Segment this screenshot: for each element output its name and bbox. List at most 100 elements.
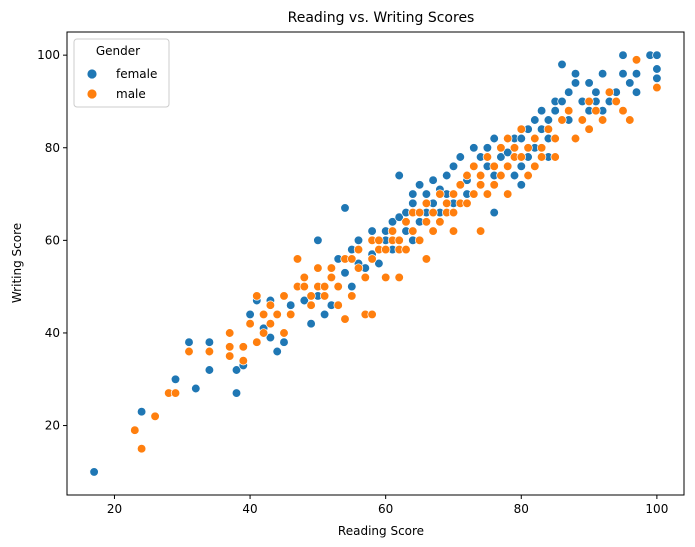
point-male-43 — [360, 272, 370, 283]
y-tick-label-60: 60 — [45, 233, 60, 247]
x-tick-label-100: 100 — [645, 502, 668, 516]
point-male-93 — [530, 133, 540, 144]
point-male-59 — [414, 235, 425, 245]
x-tick-label-20: 20 — [107, 502, 122, 516]
point-male-64 — [428, 226, 438, 236]
point-male-119 — [503, 189, 513, 199]
point-male-19 — [272, 309, 282, 320]
point-male-84 — [496, 170, 506, 181]
point-male-27 — [306, 291, 316, 301]
point-female-90 — [550, 106, 560, 116]
point-female-92 — [557, 96, 567, 107]
point-male-4 — [170, 388, 181, 398]
point-male-36 — [333, 281, 343, 292]
point-male-13 — [252, 291, 262, 301]
point-male-48 — [374, 235, 384, 245]
point-male-17 — [265, 300, 276, 310]
point-male-38 — [340, 314, 350, 324]
point-female-13 — [265, 332, 276, 343]
point-male-39 — [347, 254, 357, 264]
point-female-100 — [584, 78, 594, 88]
point-male-1 — [136, 444, 147, 454]
legend-title: Gender — [96, 44, 140, 58]
point-male-30 — [313, 263, 323, 273]
y-tick-label-20: 20 — [45, 419, 60, 433]
point-male-8 — [225, 342, 235, 352]
point-male-35 — [333, 300, 343, 310]
point-female-35 — [367, 226, 377, 236]
point-male-112 — [631, 55, 642, 65]
point-female-53 — [421, 189, 432, 199]
point-male-31 — [319, 281, 330, 292]
point-female-116 — [652, 73, 662, 83]
point-male-90 — [516, 124, 526, 134]
point-male-74 — [462, 198, 472, 208]
point-male-78 — [475, 180, 486, 190]
point-male-24 — [292, 254, 303, 264]
point-female-44 — [394, 170, 404, 181]
point-female-118 — [516, 180, 526, 190]
point-female-31 — [353, 235, 364, 245]
point-male-66 — [435, 217, 445, 227]
x-axis-ticks: 20 40 60 80 100 — [107, 495, 668, 516]
point-female-86 — [536, 106, 547, 116]
legend: Gender female male — [73, 38, 170, 108]
point-male-98 — [550, 133, 560, 144]
point-male-106 — [591, 106, 601, 116]
point-male-28 — [306, 300, 316, 310]
point-female-67 — [469, 143, 479, 153]
point-female-94 — [564, 87, 574, 97]
point-female-110 — [625, 78, 635, 88]
y-tick-label-80: 80 — [45, 141, 60, 155]
point-female-55 — [428, 175, 438, 185]
point-male-56 — [401, 244, 411, 255]
point-female-26 — [340, 268, 350, 278]
point-male-55 — [401, 217, 411, 227]
point-male-10 — [238, 342, 248, 352]
point-male-52 — [387, 226, 398, 236]
point-female-104 — [597, 69, 608, 79]
point-female-1 — [136, 407, 147, 417]
point-male-40 — [347, 291, 357, 301]
point-male-73 — [462, 170, 472, 181]
point-female-115 — [652, 64, 662, 74]
point-female-112 — [631, 87, 642, 97]
point-female-96 — [570, 78, 581, 88]
point-female-20 — [313, 235, 323, 245]
legend-box — [73, 38, 170, 108]
point-female-6 — [204, 337, 215, 347]
point-female-28 — [347, 281, 357, 292]
point-male-18 — [265, 319, 276, 329]
y-axis-ticks: 20 40 60 80 100 — [37, 48, 67, 433]
point-female-5 — [204, 365, 215, 375]
point-male-111 — [625, 115, 635, 125]
point-male-60 — [414, 207, 425, 218]
point-male-71 — [455, 180, 465, 190]
point-male-61 — [421, 217, 432, 227]
point-male-45 — [367, 254, 377, 264]
point-male-6 — [204, 346, 215, 357]
point-male-110 — [618, 106, 628, 116]
point-male-26 — [299, 272, 309, 283]
point-male-94 — [530, 161, 540, 171]
point-female-47 — [408, 198, 418, 208]
point-male-101 — [564, 106, 574, 116]
point-male-89 — [516, 152, 526, 162]
point-male-50 — [381, 244, 391, 255]
point-male-108 — [604, 87, 615, 97]
point-female-108 — [618, 50, 628, 60]
point-male-105 — [584, 124, 594, 134]
point-male-91 — [523, 143, 533, 153]
point-female-36 — [374, 258, 384, 269]
point-male-115 — [394, 272, 404, 283]
chart-title: Reading vs. Writing Scores — [288, 10, 475, 26]
point-male-65 — [435, 189, 445, 199]
point-male-96 — [536, 152, 547, 162]
point-male-12 — [245, 319, 255, 329]
point-female-102 — [591, 87, 601, 97]
point-male-70 — [448, 207, 459, 218]
point-male-113 — [652, 82, 662, 93]
y-tick-label-100: 100 — [37, 48, 60, 62]
legend-label-male: male — [116, 87, 146, 101]
point-female-7 — [231, 388, 242, 398]
